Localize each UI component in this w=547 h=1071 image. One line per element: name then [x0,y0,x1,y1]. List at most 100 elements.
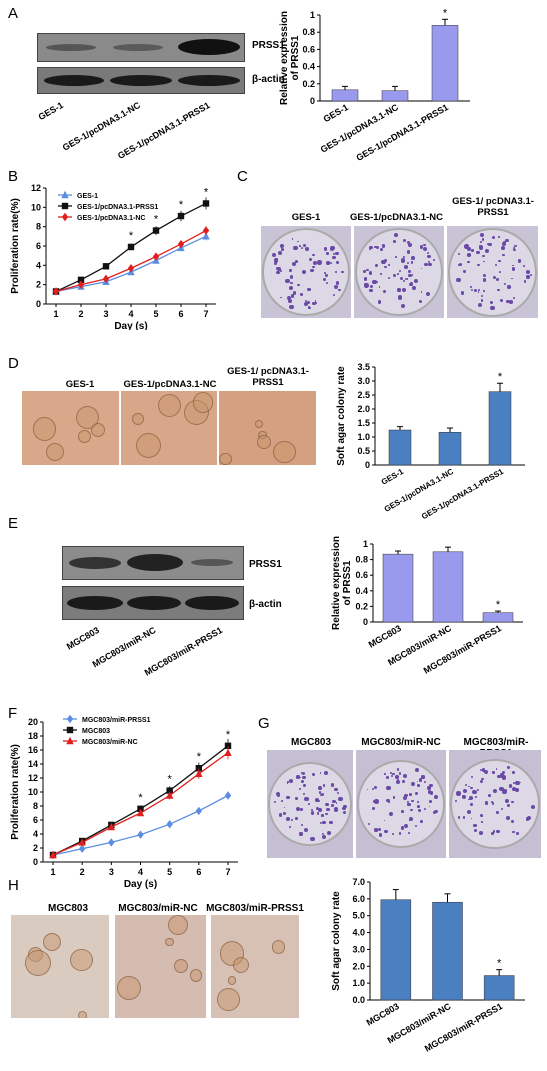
colony-spot [408,273,412,277]
bar [388,429,412,466]
colony-spot [490,832,494,835]
colony-spot [506,815,511,820]
colony-spot [372,807,376,811]
colony-spot [515,781,520,786]
colony-spot [511,800,514,804]
western-blot-actin-band-row [62,586,244,620]
colony-spot [368,271,373,275]
colony-spot [372,279,377,285]
colony-spot [303,827,308,832]
colony-spot [511,770,515,774]
colony-spot [326,252,329,255]
colony-spot [308,306,312,310]
colony-spot [392,772,395,776]
y-tick-label: 10 [28,787,38,797]
colony-spot [323,771,328,776]
panel-letter-h: H [8,877,19,894]
colony-spot [496,829,501,834]
soft-agar-micrograph [22,391,119,465]
western-blot-prss1-band-row [37,33,245,62]
colony-spot [400,826,404,830]
significance-star: * [497,958,502,970]
colony-spot [279,296,282,299]
colony-spot [316,811,320,815]
y-tick-label: 0.6 [302,44,315,54]
colony-spot [329,262,332,265]
colony-spot [318,791,322,794]
colony-spot [424,262,428,266]
cell-colony [273,440,296,463]
colony-spot [381,244,386,248]
colony-spot [498,260,501,263]
colony-spot [285,816,290,821]
colony-spot [418,777,423,782]
y-tick-label: 1 [363,539,368,549]
colony-spot [319,772,322,774]
colony-spot [483,273,487,278]
colony-spot [298,788,302,791]
colony-spot [297,283,300,287]
x-axis-label: Day (s) [114,321,147,330]
colony-spot [403,824,408,829]
colony-spot [301,246,304,249]
colony-spot [512,247,515,250]
colony-spot [304,299,308,303]
data-point [66,726,74,734]
colony-spot [312,265,315,269]
data-point [127,243,135,251]
colony-spot [473,288,477,293]
colony-spot [374,263,378,267]
panel-letter-e: E [8,515,19,532]
colony-spot [287,781,289,783]
colony-spot [408,817,413,822]
colony-spot [415,792,419,796]
colony-spot [365,268,369,272]
colony-spot [498,236,501,239]
colony-spot [423,781,426,784]
y-tick-label: 0.4 [302,62,315,72]
colony-spot [369,284,374,289]
colony-spot [398,832,402,836]
colony-spot [468,796,473,801]
colony-spot [333,285,338,290]
colony-spot [333,807,339,812]
colony-spot [383,290,387,294]
colony-spot [302,784,306,788]
series-line [52,794,229,856]
colony-spot [305,247,309,252]
x-axis-label: Day (s) [124,879,157,890]
colony-spot [507,804,511,808]
colony-spot [412,285,416,290]
colony-spot [479,779,483,783]
colony-spot [480,298,484,302]
data-point [137,805,144,812]
x-tick-label: 5 [167,867,172,877]
significance-star: * [197,751,202,763]
colony-spot [275,792,281,797]
colony-spot [288,299,293,303]
colony-spot [368,245,373,250]
colony-spot [477,264,480,267]
colony-spot [290,818,294,821]
data-point [195,765,203,772]
colony-spot [295,797,299,801]
y-tick-label: 12 [31,183,41,193]
colony-spot [318,808,322,812]
colony-spot [391,775,394,778]
colony-spot [509,784,513,788]
colony-spot [293,246,298,251]
data-point [66,714,74,724]
colony-spot [480,294,483,297]
x-tick-label: 2 [78,309,83,319]
data-point [177,212,185,220]
y-tick-label: 2.0 [352,961,365,971]
bar [483,975,515,1001]
colony-spot [517,259,522,263]
cell-colony [45,442,65,462]
colony-spot [283,806,286,809]
colony-spot [409,808,413,812]
colony-spot [300,823,303,827]
data-point [107,822,116,831]
bar-chart-soft-agar-colony: 0.0 1.0 2.0 3.0 4.0 5.0 6.0 7.0 Soft agar colony… [331,877,525,1054]
colony-spot [318,800,321,803]
